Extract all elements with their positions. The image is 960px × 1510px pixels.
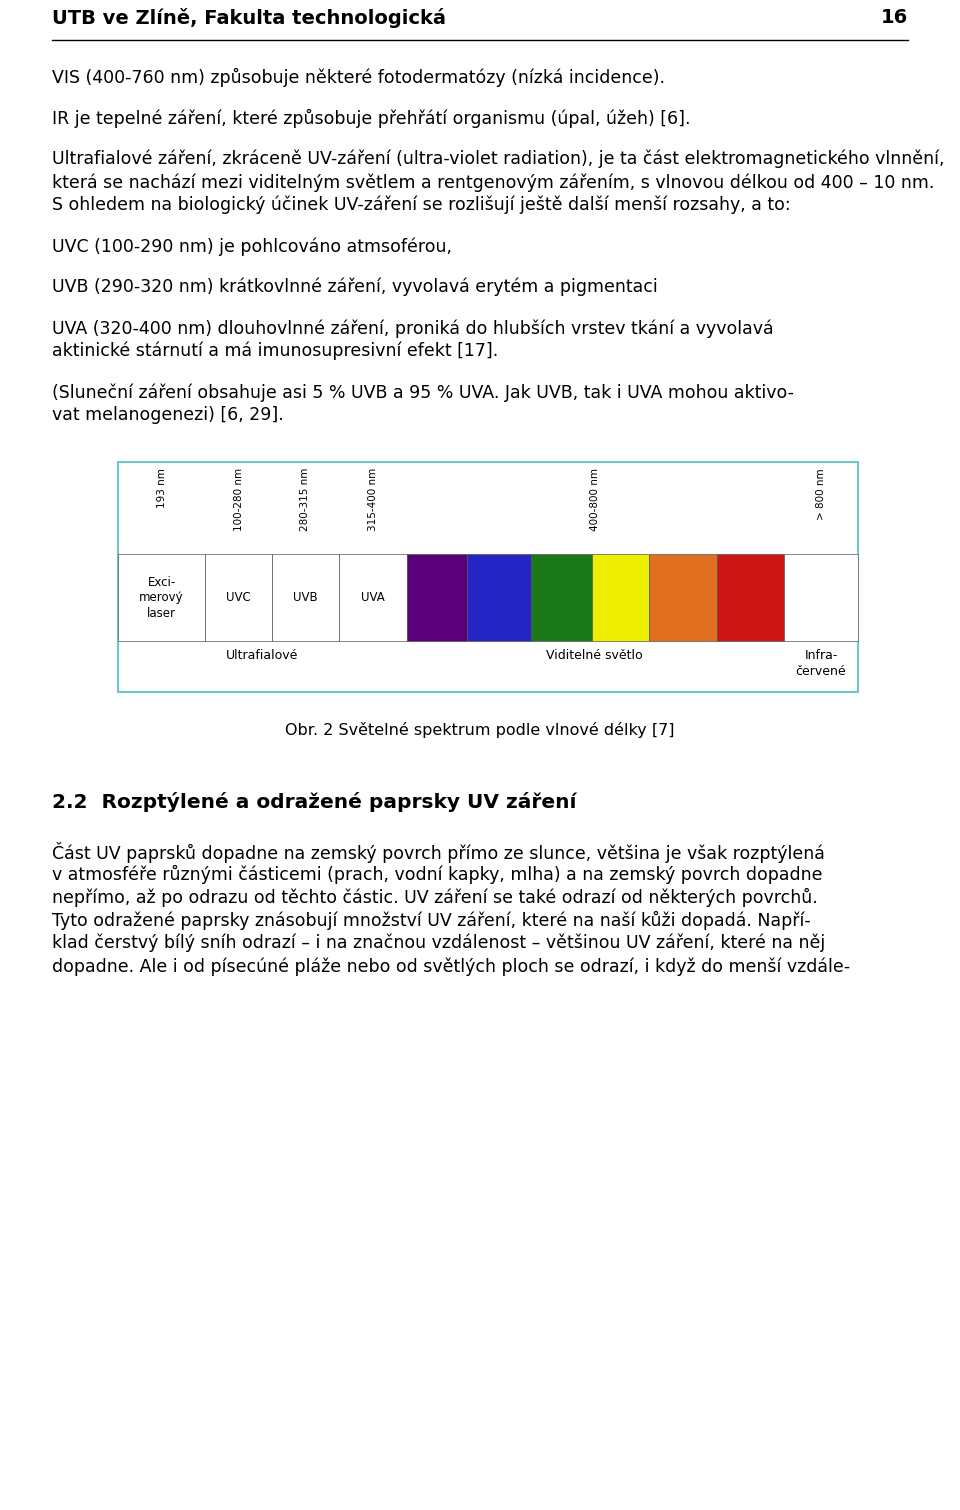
Text: UVB: UVB [293, 592, 318, 604]
Bar [784, 554, 858, 642]
Text: (Sluneční záření obsahuje asi 5 % UVB a 95 % UVA. Jak UVB, tak i UVA mohou aktiv: (Sluneční záření obsahuje asi 5 % UVB a … [52, 384, 794, 402]
Text: vat melanogenezi) [6, 29].: vat melanogenezi) [6, 29]. [52, 406, 284, 424]
Text: UVB (290-320 nm) krátkovlnné záření, vyvolavá erytém a pigmentaci: UVB (290-320 nm) krátkovlnné záření, vyv… [52, 278, 658, 296]
Bar [118, 462, 858, 692]
Text: 315-400 nm: 315-400 nm [368, 468, 377, 532]
Bar [591, 554, 649, 642]
Bar [717, 554, 784, 642]
Text: Infra-
červené: Infra- červené [796, 649, 847, 678]
Bar [531, 554, 591, 642]
Bar [205, 554, 272, 642]
Text: UVA (320-400 nm) dlouhovlnné záření, proniká do hlubších vrstev tkání a vyvolavá: UVA (320-400 nm) dlouhovlnné záření, pro… [52, 319, 774, 338]
Text: 2.2  Rozptýlené a odražené paprsky UV záření: 2.2 Rozptýlené a odražené paprsky UV zář… [52, 793, 577, 812]
Text: 193 nm: 193 nm [156, 468, 167, 507]
Bar [407, 554, 468, 642]
Text: UVA: UVA [361, 592, 384, 604]
Text: > 800 nm: > 800 nm [816, 468, 826, 519]
Text: 100-280 nm: 100-280 nm [233, 468, 244, 532]
Text: UVC: UVC [227, 592, 251, 604]
Text: 400-800 nm: 400-800 nm [589, 468, 600, 532]
Text: Viditelné světlo: Viditelné světlo [546, 649, 643, 663]
Text: v atmosféře různými částicemi (prach, vodní kapky, mlha) a na zemský povrch dopa: v atmosféře různými částicemi (prach, vo… [52, 865, 823, 883]
Text: IR je tepelné záření, které způsobuje přehřátí organismu (úpal, úžeh) [6].: IR je tepelné záření, které způsobuje př… [52, 109, 690, 128]
Text: 16: 16 [880, 8, 908, 27]
Text: Ultrafialové: Ultrafialové [227, 649, 299, 663]
Bar [339, 554, 407, 642]
Bar [468, 554, 531, 642]
Text: Tyto odražené paprsky znásobují množství UV záření, které na naší kůži dopadá. N: Tyto odražené paprsky znásobují množství… [52, 911, 811, 930]
Text: 280-315 nm: 280-315 nm [300, 468, 310, 532]
Bar [272, 554, 339, 642]
Text: Obr. 2 Světelné spektrum podle vlnové délky [7]: Obr. 2 Světelné spektrum podle vlnové dé… [285, 722, 675, 738]
Text: VIS (400-760 nm) způsobuje některé fotodermatózy (nízká incidence).: VIS (400-760 nm) způsobuje některé fotod… [52, 68, 665, 88]
Text: UTB ve Zlíně, Fakulta technologická: UTB ve Zlíně, Fakulta technologická [52, 8, 446, 29]
Text: S ohledem na biologický účinek UV-záření se rozlišují ještě další menší rozsahy,: S ohledem na biologický účinek UV-záření… [52, 196, 791, 214]
Bar [649, 554, 717, 642]
Text: dopadne. Ale i od písecúné pláže nebo od světlých ploch se odrazí, i když do men: dopadne. Ale i od písecúné pláže nebo od… [52, 957, 851, 975]
Text: UVC (100-290 nm) je pohlcováno atmsoférou,: UVC (100-290 nm) je pohlcováno atmsoféro… [52, 237, 452, 255]
Bar [118, 554, 205, 642]
Text: nepřímo, až po odrazu od těchto částic. UV záření se také odrazí od některých po: nepřímo, až po odrazu od těchto částic. … [52, 888, 818, 908]
Text: aktinické stárnutí a má imunosupresivní efekt [17].: aktinické stárnutí a má imunosupresivní … [52, 341, 498, 361]
Text: Ultrafialové záření, zkráceně UV-záření (ultra-violet radiation), je ta část ele: Ultrafialové záření, zkráceně UV-záření … [52, 149, 945, 169]
Text: která se nachází mezi viditelným světlem a rentgenovým zářením, s vlnovou délkou: která se nachází mezi viditelným světlem… [52, 174, 934, 192]
Text: Část UV paprsků dopadne na zemský povrch přímo ze slunce, většina je však rozptý: Část UV paprsků dopadne na zemský povrch… [52, 843, 825, 864]
Text: klad čerstvý bílý sníh odrazí – i na značnou vzdálenost – většinou UV záření, kt: klad čerstvý bílý sníh odrazí – i na zna… [52, 935, 826, 953]
Text: Exci-
merový
laser: Exci- merový laser [139, 575, 184, 619]
